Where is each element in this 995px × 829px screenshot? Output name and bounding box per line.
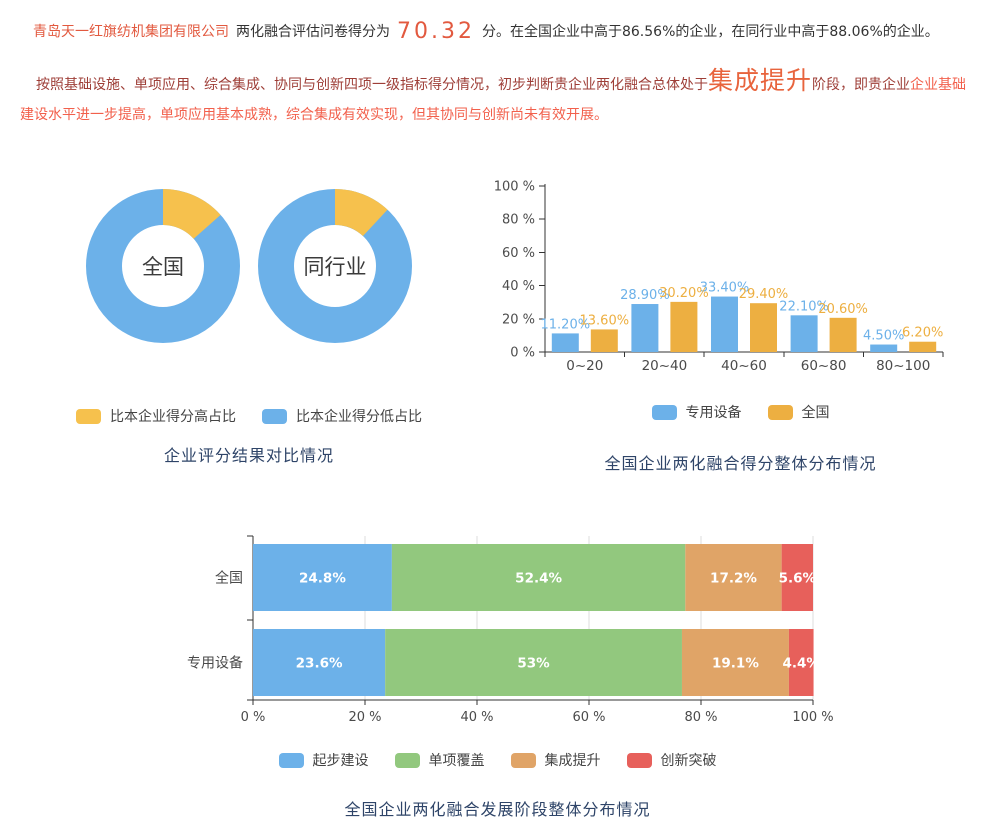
svg-text:4.50%: 4.50% [863, 329, 904, 344]
svg-text:100 %: 100 % [494, 180, 535, 195]
svg-text:20.60%: 20.60% [818, 302, 868, 317]
svg-text:6.20%: 6.20% [902, 326, 943, 341]
intro-suffix: 分。在全国企业中高于86.56%的企业，在同行业中高于88.06%的企业。 [481, 24, 939, 40]
svg-text:13.60%: 13.60% [580, 313, 630, 328]
legend-label: 专用设备 [685, 405, 742, 421]
legend-swatch-icon [394, 752, 420, 768]
legend-item[interactable]: 专用设备 [651, 402, 742, 422]
svg-text:80 %: 80 % [684, 710, 717, 725]
donut-chart-title: 企业评分结果对比情况 [163, 446, 334, 465]
svg-text:29.40%: 29.40% [739, 287, 789, 302]
svg-text:0 %: 0 % [510, 346, 535, 361]
svg-text:0~20: 0~20 [566, 358, 603, 374]
svg-text:30.20%: 30.20% [659, 286, 709, 301]
assessment-part1: 按照基础设施、单项应用、综合集成、协同与创新四项一级指标得分情况，初步判断贵企业… [36, 77, 708, 93]
stage-distribution-title: 全国企业两化融合发展阶段整体分布情况 [344, 800, 651, 819]
svg-text:52.4%: 52.4% [515, 571, 562, 587]
donut-chart-block: 全国 同行业 比本企业得分高占比 比本企业得分低占比 企业评分结果对比情况 [28, 186, 470, 466]
svg-text:100 %: 100 % [792, 710, 833, 725]
legend-swatch-icon [626, 752, 652, 768]
svg-text:23.6%: 23.6% [296, 656, 343, 672]
legend-label: 比本企业得分高占比 [110, 409, 236, 425]
legend-swatch-icon [651, 404, 677, 420]
score-distribution-block: 0 % 20 % 40 % 60 % 80 % 100 % 0~20 20~40 40~60 60… [488, 176, 993, 474]
stage-distribution-legend: 起步建设 单项覆盖 集成提升 创新突破 [0, 750, 995, 770]
donut-chart-national: 全国 [86, 189, 240, 343]
donut-row: 全国 同行业 [28, 186, 470, 346]
legend-item[interactable]: 比本企业得分高占比 [76, 406, 236, 426]
score-value: 70.32 [397, 19, 475, 44]
svg-text:80~100: 80~100 [876, 358, 930, 374]
donut-chart-industry: 同行业 [258, 189, 412, 343]
legend-item[interactable]: 比本企业得分低占比 [262, 406, 422, 426]
stage-distribution-chart: 全国 24.8% 52.4% 17.2% 5.6% 专用设备 23.6% 53% 19.1% 4.… [187, 535, 834, 725]
svg-text:60 %: 60 % [502, 246, 535, 261]
legend-item[interactable]: 集成提升 [510, 750, 601, 770]
svg-text:专用设备: 专用设备 [187, 655, 243, 672]
svg-text:53%: 53% [517, 656, 550, 672]
assessment-paragraph: 按照基础设施、单项应用、综合集成、协同与创新四项一级指标得分情况，初步判断贵企业… [20, 66, 978, 130]
svg-text:全国: 全国 [142, 255, 184, 279]
legend-swatch-icon [278, 752, 304, 768]
svg-text:24.8%: 24.8% [299, 571, 346, 587]
svg-text:60 %: 60 % [572, 710, 605, 725]
legend-label: 起步建设 [312, 753, 369, 769]
legend-item[interactable]: 起步建设 [278, 750, 369, 770]
score-distribution-title: 全国企业两化融合得分整体分布情况 [604, 454, 877, 473]
svg-text:20 %: 20 % [502, 312, 535, 327]
assessment-part3: 企业基础建设水平进一步提高，单项应用基本成熟，综合集成有效实现，但其协同与创新尚… [20, 77, 967, 123]
svg-text:33.40%: 33.40% [700, 281, 750, 296]
svg-text:全国: 全国 [215, 570, 243, 587]
svg-text:同行业: 同行业 [304, 255, 367, 279]
intro-text: 两化融合评估问卷得分为 [236, 24, 390, 40]
svg-text:5.6%: 5.6% [779, 571, 817, 587]
svg-text:4.4%: 4.4% [783, 656, 821, 672]
legend-label: 创新突破 [660, 753, 717, 769]
assessment-part2: 阶段，即贵企业 [812, 77, 911, 93]
assessment-stage: 集成提升 [708, 66, 813, 95]
legend-label: 集成提升 [544, 753, 601, 769]
svg-text:0 %: 0 % [241, 710, 266, 725]
legend-item[interactable]: 单项覆盖 [394, 750, 485, 770]
svg-text:80 %: 80 % [502, 213, 535, 228]
legend-swatch-icon [767, 404, 793, 420]
svg-text:20~40: 20~40 [642, 358, 688, 374]
svg-text:17.2%: 17.2% [710, 571, 757, 587]
svg-text:40 %: 40 % [460, 710, 493, 725]
donut-legend: 比本企业得分高占比 比本企业得分低占比 [28, 406, 470, 426]
legend-swatch-icon [262, 408, 287, 424]
svg-text:22.10%: 22.10% [779, 299, 829, 314]
legend-label: 比本企业得分低占比 [296, 409, 422, 425]
legend-swatch-icon [76, 408, 101, 424]
svg-text:19.1%: 19.1% [712, 656, 759, 672]
company-name: 青岛天一红旗纺机集团有限公司 [33, 24, 229, 40]
svg-text:28.90%: 28.90% [620, 288, 670, 303]
stage-distribution-block: 全国 24.8% 52.4% 17.2% 5.6% 专用设备 23.6% 53% 19.1% 4.… [0, 528, 995, 820]
intro-paragraph: 青岛天一红旗纺机集团有限公司 两化融合评估问卷得分为 70.32 分。在全国企业中高于… [33, 20, 983, 44]
svg-text:60~80: 60~80 [801, 358, 847, 374]
legend-label: 全国 [801, 405, 830, 421]
legend-swatch-icon [510, 752, 536, 768]
legend-item[interactable]: 创新突破 [626, 750, 717, 770]
svg-text:20 %: 20 % [348, 710, 381, 725]
svg-text:11.20%: 11.20% [541, 317, 591, 332]
svg-text:40 %: 40 % [502, 279, 535, 294]
legend-label: 单项覆盖 [428, 753, 485, 769]
svg-text:40~60: 40~60 [721, 358, 767, 374]
legend-item[interactable]: 全国 [767, 402, 830, 422]
score-distribution-chart: 0 % 20 % 40 % 60 % 80 % 100 % 0~20 20~40 40~60 60… [494, 180, 944, 374]
score-distribution-legend: 专用设备 全国 [488, 402, 993, 422]
